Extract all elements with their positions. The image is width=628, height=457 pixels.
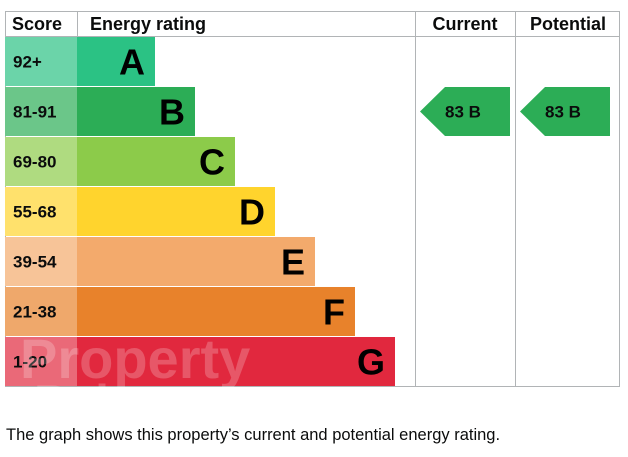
band-score-a: 92+ xyxy=(13,53,42,72)
score-cell-g xyxy=(5,337,77,386)
score-cell-f xyxy=(5,287,77,336)
potential-rating-arrow xyxy=(520,87,610,136)
header-current: Current xyxy=(432,14,497,34)
score-cell-c xyxy=(5,137,77,186)
header-energy-rating: Energy rating xyxy=(90,14,206,34)
current-rating-label: 83 B xyxy=(445,103,481,122)
chart-caption: The graph shows this property’s current … xyxy=(6,426,501,444)
band-score-e: 39-54 xyxy=(13,253,57,272)
band-bar-c xyxy=(77,137,235,186)
band-bar-f xyxy=(77,287,355,336)
energy-rating-chart: Score Energy rating Current Potential 92… xyxy=(5,11,620,400)
svg-text:Property: Property xyxy=(20,327,250,390)
current-rating-arrow xyxy=(420,87,510,136)
band-bar-d xyxy=(77,187,275,236)
score-cell-d xyxy=(5,187,77,236)
band-letter-b: B xyxy=(159,92,185,133)
current-rating-indicator: 83 B xyxy=(420,87,510,136)
propertypal-watermark-logo: Property Pal.com xyxy=(20,327,250,400)
band-score-d: 55-68 xyxy=(13,203,56,222)
band-bar-b xyxy=(77,87,195,136)
svg-text:Pal.com: Pal.com xyxy=(34,375,226,400)
header-score: Score xyxy=(12,14,62,34)
rating-bands: 92+ A 81-91 B 69-80 C 55-68 D 39-54 E 21-38 F 1-20 G xyxy=(5,37,395,386)
band-score-b: 81-91 xyxy=(13,103,56,122)
band-score-c: 69-80 xyxy=(13,153,56,172)
band-letter-g: G xyxy=(357,342,385,383)
band-letter-e: E xyxy=(281,242,305,283)
band-letter-a: A xyxy=(119,42,145,83)
band-bar-a xyxy=(77,37,155,86)
score-cell-a xyxy=(5,37,77,86)
band-score-g: 1-20 xyxy=(13,353,47,372)
band-bar-e xyxy=(77,237,315,286)
band-letter-d: D xyxy=(239,192,265,233)
band-letter-c: C xyxy=(199,142,225,183)
score-cell-e xyxy=(5,237,77,286)
band-score-f: 21-38 xyxy=(13,303,56,322)
header-potential: Potential xyxy=(530,14,606,34)
band-letter-f: F xyxy=(323,292,345,333)
potential-rating-label: 83 B xyxy=(545,103,581,122)
potential-rating-indicator: 83 B xyxy=(520,87,610,136)
band-bar-g xyxy=(77,337,395,386)
score-cell-b xyxy=(5,87,77,136)
